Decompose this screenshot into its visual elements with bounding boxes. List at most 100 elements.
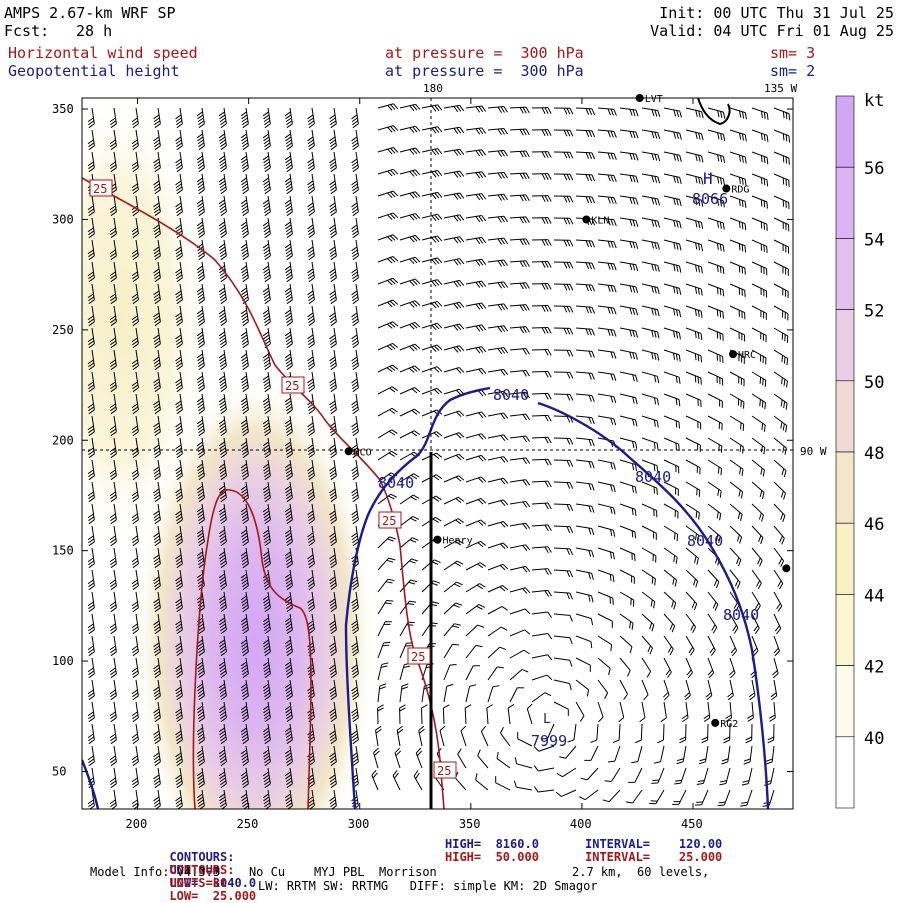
y-tick-label: 150 <box>52 544 74 558</box>
wind-barb <box>400 192 420 199</box>
wind-barb <box>708 482 721 498</box>
wind-barb <box>461 726 466 746</box>
wind-barb <box>708 306 723 319</box>
x-tick-label: 300 <box>348 817 370 831</box>
wind-barb <box>532 152 551 158</box>
wind-barb <box>378 684 386 702</box>
wind-barb <box>598 152 616 160</box>
wind-barb <box>422 432 442 438</box>
wind-barb <box>554 152 573 158</box>
wind-barb <box>466 604 485 614</box>
wind-barb <box>422 388 442 394</box>
wind-barb <box>651 768 664 783</box>
wind-barb <box>488 686 499 702</box>
colorbar-unit: kt <box>864 91 884 111</box>
wind-barb <box>774 218 789 231</box>
wind-barb <box>686 218 703 229</box>
wind-barb <box>400 622 415 636</box>
wind-barb <box>664 526 678 541</box>
wind-barb <box>554 130 573 136</box>
wind-barb <box>466 281 486 287</box>
wind-barb <box>598 196 616 204</box>
wind-barb <box>554 262 573 268</box>
wind-barb <box>554 218 573 224</box>
wind-barb <box>378 430 397 438</box>
wind-barb <box>285 284 292 304</box>
wind-barb <box>330 328 337 348</box>
wind-barb <box>110 658 116 678</box>
wind-barb <box>664 196 681 206</box>
height-contour-label: 8040 <box>493 386 529 404</box>
wind-barb <box>554 570 573 577</box>
wind-barb <box>642 218 660 227</box>
station-label: LVT <box>645 94 663 105</box>
wind-barb <box>620 548 635 561</box>
wind-barb <box>640 702 645 722</box>
wind-barb <box>330 108 337 128</box>
wind-barb <box>664 372 680 384</box>
wind-barb <box>476 773 488 790</box>
wind-barb <box>510 436 530 442</box>
wind-barb <box>649 790 664 804</box>
x-tick-label: 250 <box>237 817 259 831</box>
wind-barb <box>444 280 464 287</box>
wind-barb <box>352 328 359 348</box>
wind-barb <box>554 680 571 690</box>
wind-barb <box>664 504 678 518</box>
wind-barb <box>752 152 768 164</box>
wind-barb <box>308 130 315 150</box>
wind-barb <box>746 724 752 743</box>
wind-barb <box>88 746 94 766</box>
wind-barb <box>708 592 718 611</box>
wind-barb <box>88 724 94 744</box>
wind-barb <box>285 196 292 216</box>
wind-barb <box>488 369 508 375</box>
wind-barb <box>515 757 532 768</box>
wind-barb <box>774 174 789 187</box>
wind-barb <box>752 372 766 387</box>
station-label: NCO <box>354 447 372 458</box>
wind-barb <box>576 328 594 335</box>
wind-barb <box>352 350 359 370</box>
wind-barb <box>576 592 593 602</box>
wind-barb <box>664 548 677 564</box>
wind-barb <box>554 482 573 489</box>
wind-barb <box>219 130 226 150</box>
wind-barb <box>697 768 708 785</box>
station-dot <box>729 350 737 358</box>
wind-barb <box>510 107 529 113</box>
wind-barb <box>598 306 616 314</box>
wind-barb <box>686 240 703 251</box>
wind-barb <box>378 126 398 133</box>
wind-barb <box>774 636 780 656</box>
wind-barb <box>532 437 551 443</box>
wind-barb <box>444 127 464 133</box>
wind-barb <box>400 409 420 416</box>
wind-barb <box>642 284 659 294</box>
wind-barb <box>352 306 359 326</box>
wind-barb <box>444 561 463 570</box>
station-dot <box>782 564 790 572</box>
wind-barb <box>708 372 723 385</box>
wind-barb <box>708 658 714 678</box>
wind-barb <box>686 636 694 655</box>
wind-barb <box>749 680 755 700</box>
wind-barb <box>774 438 786 455</box>
wind-barb <box>664 438 679 451</box>
wind-barb <box>605 768 620 781</box>
wind-barb <box>532 590 552 596</box>
wind-barb <box>110 768 116 788</box>
wind-barb <box>598 350 616 359</box>
wind-barb <box>695 790 708 805</box>
wind-barb <box>510 588 530 594</box>
wind-barb <box>308 306 315 326</box>
wind-barb <box>378 169 398 176</box>
wind-barb <box>444 497 464 504</box>
wind-barb <box>774 460 786 477</box>
wind-barb <box>455 772 466 790</box>
wind-barb <box>241 350 248 370</box>
wind-barb <box>422 280 442 287</box>
wind-barb <box>752 218 767 231</box>
wind-barb <box>400 431 420 438</box>
wind-barb <box>686 416 701 429</box>
